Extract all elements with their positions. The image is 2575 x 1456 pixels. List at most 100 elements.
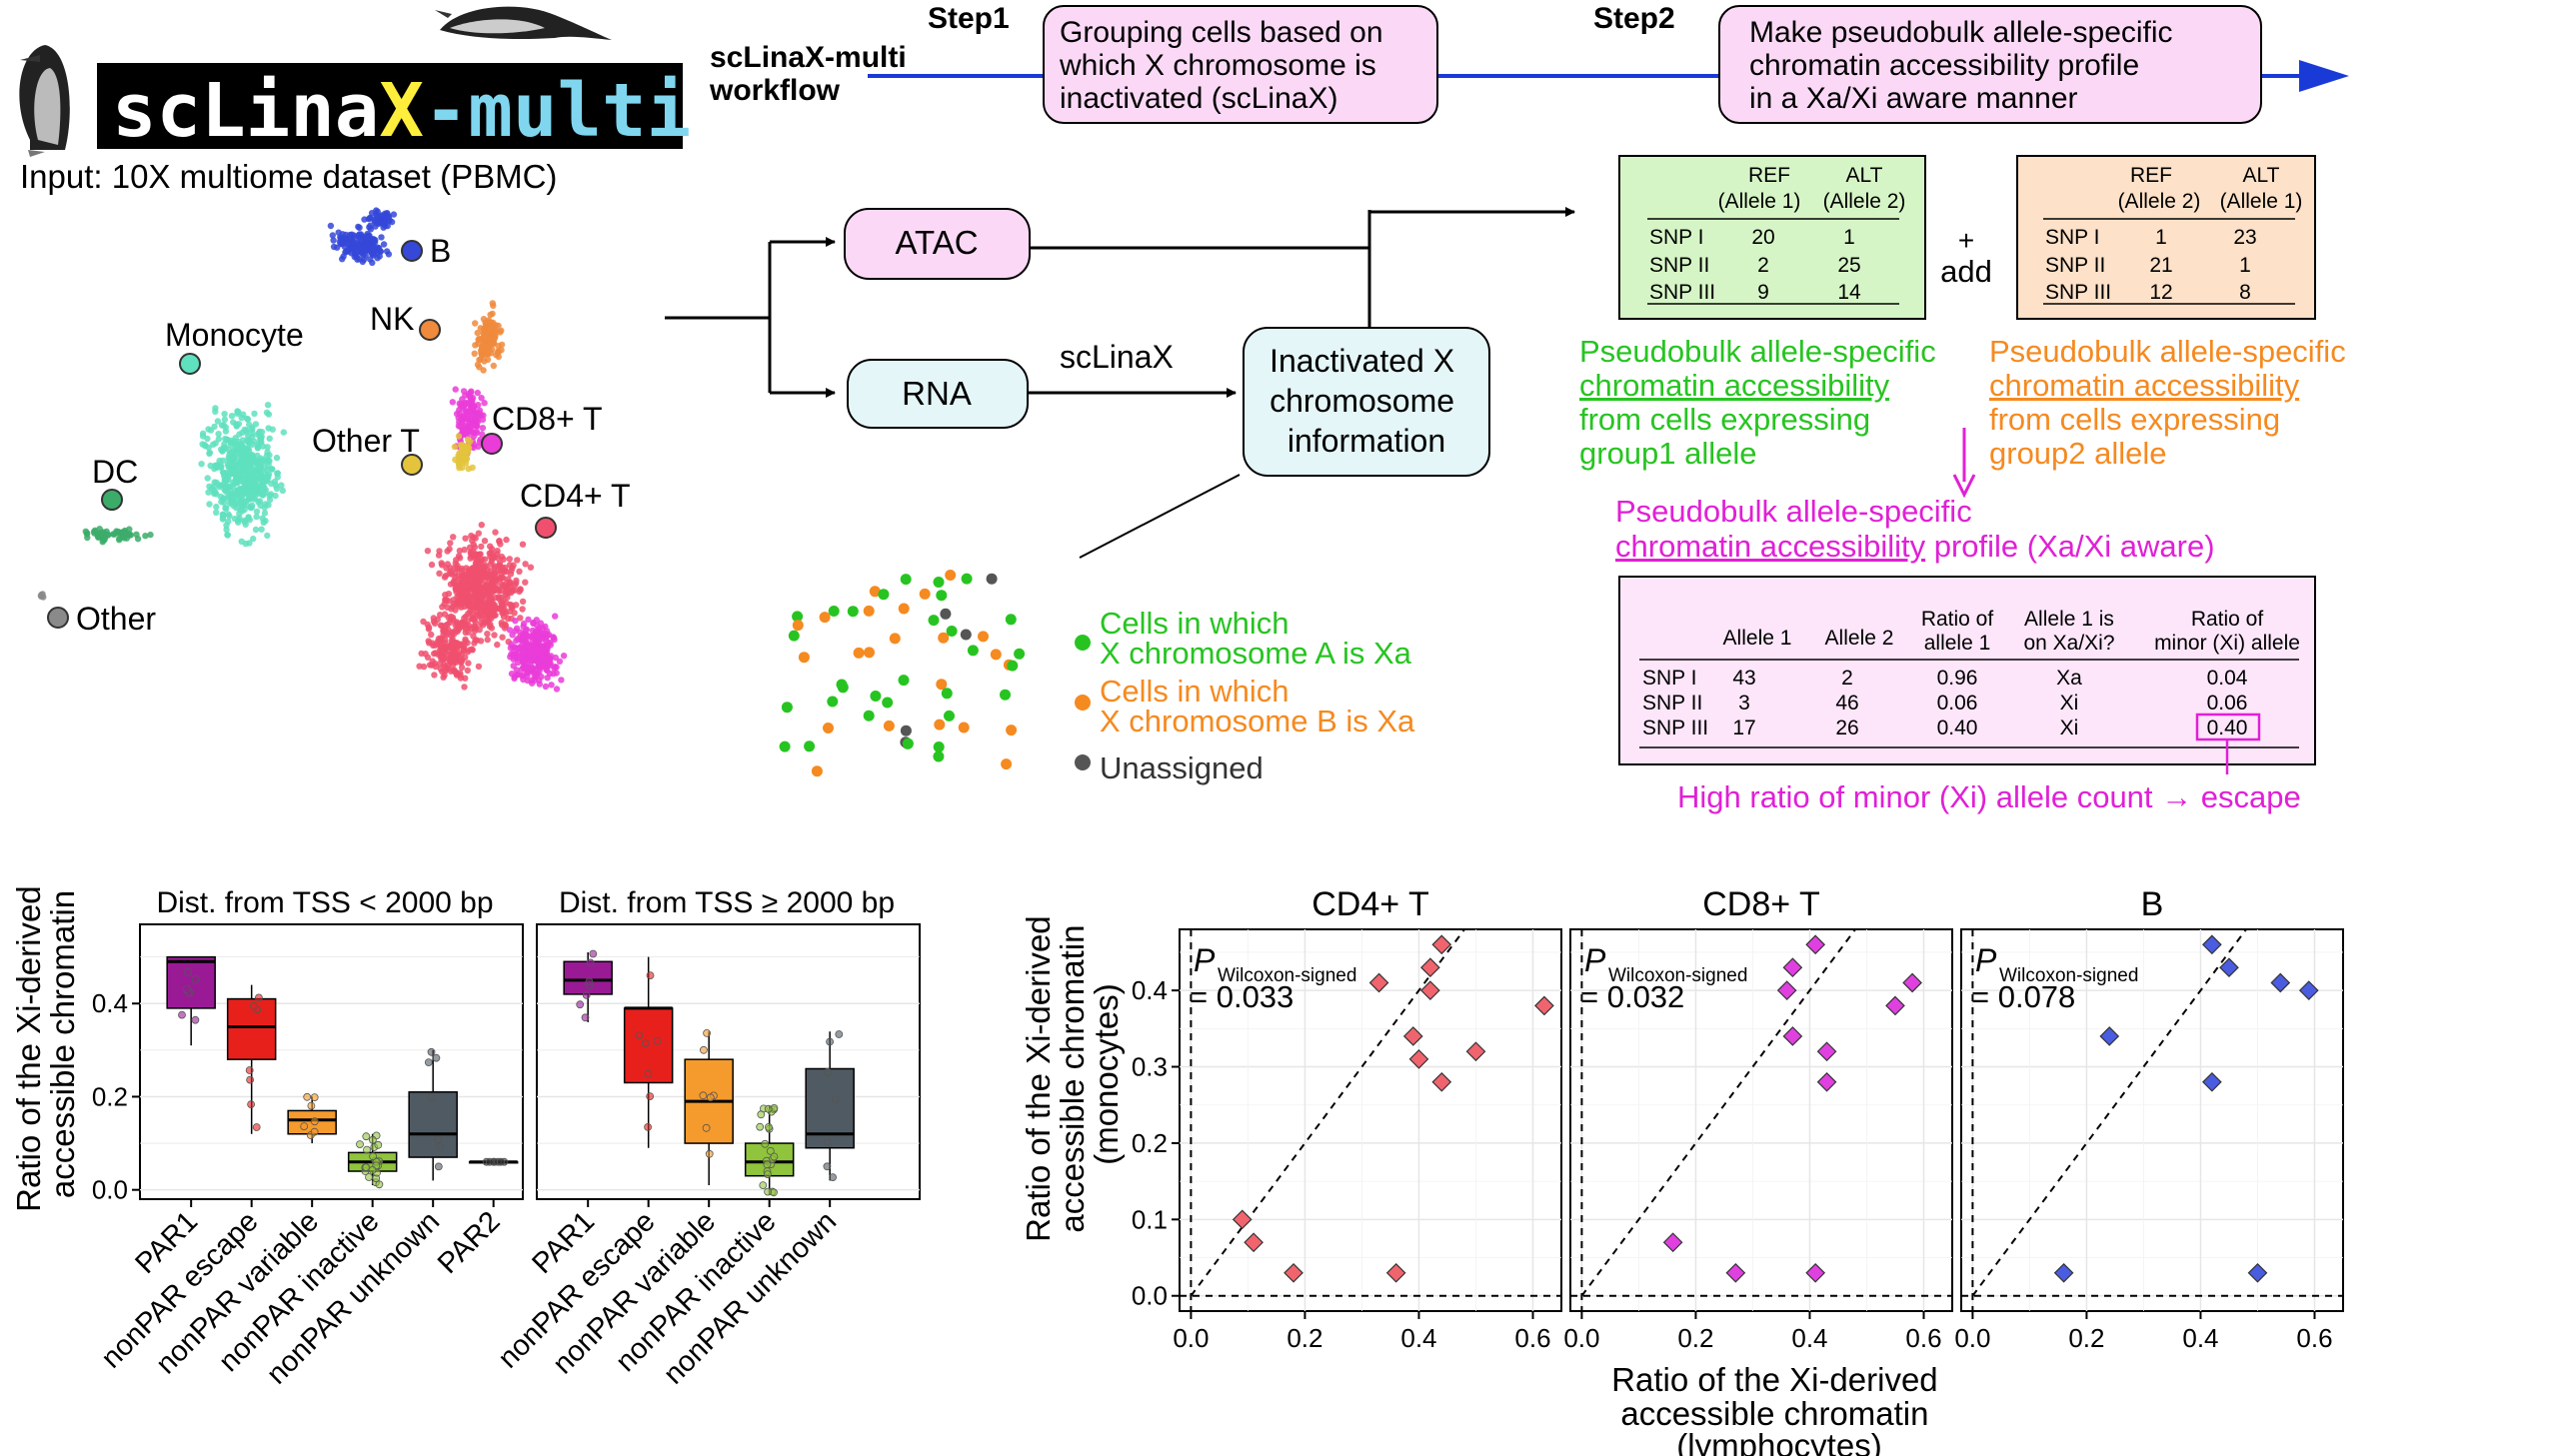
umap-cell — [372, 223, 379, 230]
table1-caption: Pseudobulk allele-specific chromatin acc… — [1579, 334, 1944, 471]
umap-cell — [385, 214, 392, 221]
umap-cell — [490, 362, 497, 370]
umap-cell — [470, 567, 477, 574]
legend-dot-green — [1075, 635, 1091, 651]
data-point — [369, 1152, 378, 1161]
data-point — [433, 1135, 442, 1144]
umap-cell — [472, 320, 479, 327]
umap-cell — [522, 640, 529, 648]
data-point — [247, 1100, 256, 1108]
umap-cell — [454, 562, 461, 570]
data-point — [770, 1152, 779, 1161]
table1-box — [1618, 155, 1926, 320]
data-point — [835, 1030, 844, 1038]
cluster-label-monocyte: Monocyte — [165, 317, 304, 353]
cell-dot — [792, 611, 804, 623]
svg-text:46: 46 — [1835, 692, 1858, 715]
cell-dot — [781, 702, 793, 714]
umap-cell — [229, 454, 236, 461]
cell-dot — [882, 697, 894, 709]
umap-cell — [497, 329, 504, 336]
umap-cell — [266, 435, 273, 442]
cell-dot — [898, 603, 910, 615]
cell-dot — [889, 633, 901, 645]
umap-cell — [455, 414, 462, 422]
stat-label: P — [1584, 942, 1606, 978]
svg-text:26: 26 — [1835, 717, 1858, 739]
stat-value: = 0.032 — [1580, 979, 1684, 1014]
umap-cell — [523, 627, 530, 634]
svg-text:43: 43 — [1732, 667, 1755, 690]
umap-cell — [521, 665, 528, 672]
box — [805, 1067, 855, 1149]
umap-cell — [428, 631, 435, 639]
cell-dot — [870, 691, 882, 702]
umap-cell — [545, 631, 553, 639]
umap-cell — [515, 671, 522, 678]
umap-cell — [519, 541, 527, 548]
umap-cell — [458, 658, 465, 665]
cluster-marker-cd4 — [535, 517, 557, 539]
umap-cell — [420, 663, 428, 671]
umap-cell — [359, 258, 366, 266]
add-label: add — [1940, 254, 1992, 289]
cell-dot — [779, 740, 791, 752]
cell-dot — [788, 630, 800, 642]
umap-cell — [474, 329, 481, 337]
svg-text:20: 20 — [1751, 226, 1774, 249]
x-tick-label: 0.0 — [1173, 1323, 1209, 1353]
umap-cell — [481, 573, 488, 581]
data-point — [374, 1140, 383, 1149]
umap-cell — [278, 482, 285, 489]
umap-cell — [361, 216, 368, 223]
step2-label: Step2 — [1593, 2, 1675, 35]
umap-cell — [456, 460, 463, 468]
umap-cell — [536, 664, 544, 671]
data-point — [765, 1123, 773, 1131]
umap-cell — [95, 534, 102, 541]
umap-cell — [438, 560, 445, 567]
data-point — [246, 1075, 255, 1084]
umap-cell — [257, 502, 264, 510]
umap-cell — [214, 418, 222, 425]
y-tick-label: 0.4 — [92, 988, 128, 1018]
data-point — [1465, 1041, 1486, 1062]
umap-cell — [490, 570, 497, 578]
umap-cell — [430, 615, 437, 622]
svg-text:0.04: 0.04 — [2207, 667, 2248, 690]
umap-cell — [258, 429, 266, 436]
workflow-title-2: workflow — [709, 74, 841, 107]
data-point — [2202, 1071, 2222, 1092]
cluster-marker-nk — [419, 319, 441, 341]
data-point — [2202, 934, 2222, 955]
umap-cell — [253, 513, 260, 521]
umap-cell — [233, 459, 240, 467]
data-point — [756, 1122, 765, 1131]
svg-text:8: 8 — [2239, 281, 2251, 304]
umap-cell — [476, 356, 483, 364]
umap-cell — [495, 343, 502, 350]
umap-cell — [474, 389, 481, 397]
umap-cell — [213, 509, 220, 516]
umap-cell — [528, 665, 535, 672]
umap-cell — [258, 526, 265, 533]
umap-cell — [447, 658, 454, 666]
data-point — [1816, 1041, 1837, 1062]
umap-cell — [529, 654, 537, 661]
table3-note: High ratio of minor (Xi) allele count → … — [1677, 779, 2301, 814]
umap-cell — [522, 656, 529, 663]
umap-cell — [491, 632, 498, 639]
cell-dot — [902, 737, 914, 749]
data-point — [764, 1170, 772, 1178]
svg-text:Allele 2: Allele 2 — [1825, 627, 1894, 650]
umap-cell — [497, 604, 505, 612]
umap-cell — [475, 336, 482, 344]
umap-cell — [363, 236, 370, 243]
umap-cell — [438, 623, 446, 630]
umap-cell — [499, 574, 507, 582]
stat-subscript: Wilcoxon-signed — [1999, 965, 2138, 986]
data-point — [368, 1166, 377, 1174]
umap-cell — [264, 402, 272, 409]
svg-text:minor (Xi) allele: minor (Xi) allele — [2154, 632, 2300, 655]
umap-cell — [224, 531, 231, 539]
